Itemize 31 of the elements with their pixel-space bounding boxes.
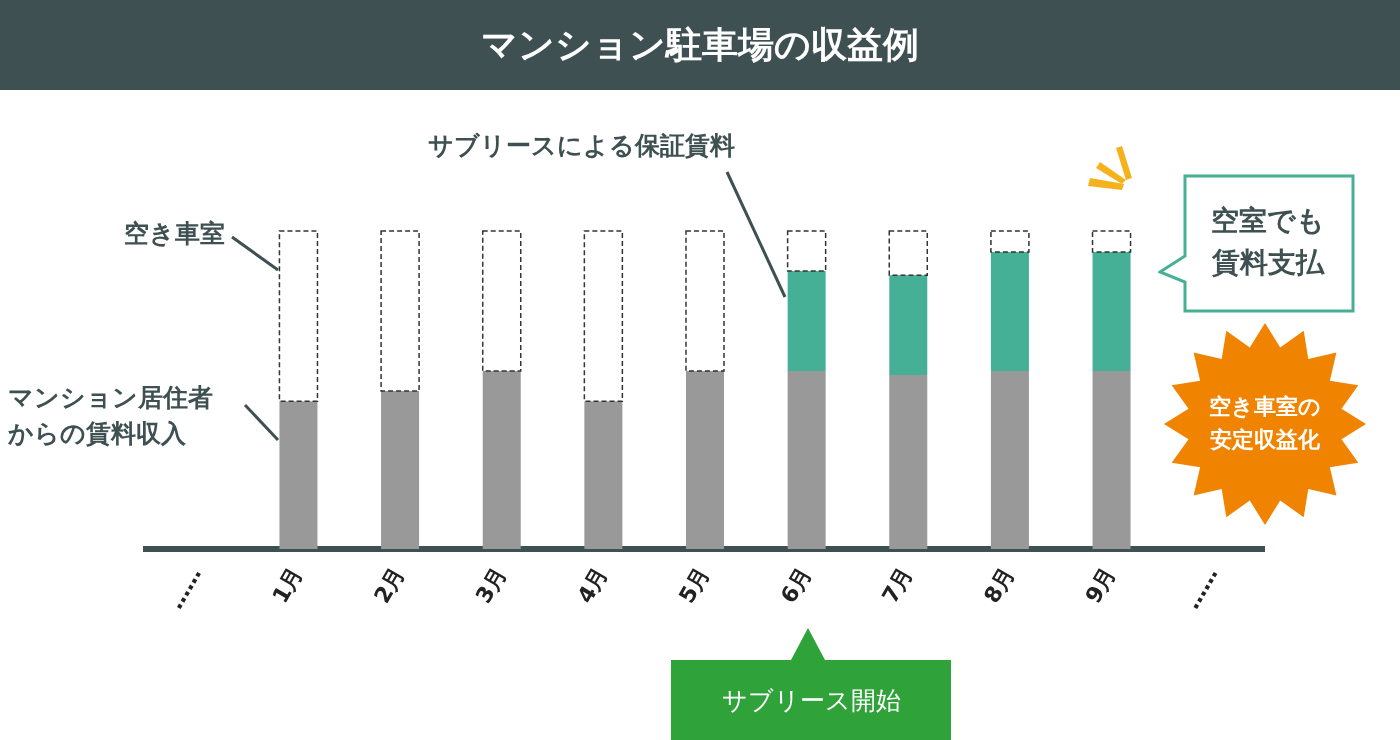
x-tick-label: 3月: [470, 562, 512, 608]
x-tick-label: ……: [1178, 562, 1223, 614]
x-tick-label: 8月: [978, 562, 1020, 608]
bar: [889, 275, 928, 376]
text: 空き車室: [123, 218, 225, 250]
text: マンション居住者からの賃料収入: [8, 382, 214, 451]
bar: [1092, 251, 1131, 371]
bar: [889, 375, 928, 549]
chart-title: マンション駐車場の収益例: [0, 0, 1400, 90]
x-tick-label: 2月: [369, 562, 410, 608]
bar: [482, 370, 521, 549]
x-tick-label: 7月: [877, 562, 918, 608]
bar: [685, 370, 725, 549]
bar: [584, 401, 623, 549]
bar: [279, 401, 318, 549]
bar: [1092, 370, 1131, 549]
x-tick-label: ……: [162, 562, 207, 614]
x-tick-label: 1月: [267, 562, 308, 608]
bar: [990, 251, 1029, 371]
x-tick-label: 5月: [673, 562, 715, 608]
x-tick-label: 9月: [1080, 562, 1121, 608]
bar: [787, 271, 826, 371]
annotation: 空室でも賃料支払: [1210, 203, 1326, 281]
text: サブリースによる保証賃料: [428, 130, 735, 162]
text: サブリース開始: [720, 684, 902, 717]
x-tick-label: 4月: [572, 562, 613, 608]
bar: [990, 370, 1029, 549]
annotation: 空き車室の安定収益化: [1208, 393, 1322, 454]
x-tick-label: 6月: [775, 562, 816, 608]
bar: [787, 370, 826, 549]
bar: [381, 390, 420, 549]
